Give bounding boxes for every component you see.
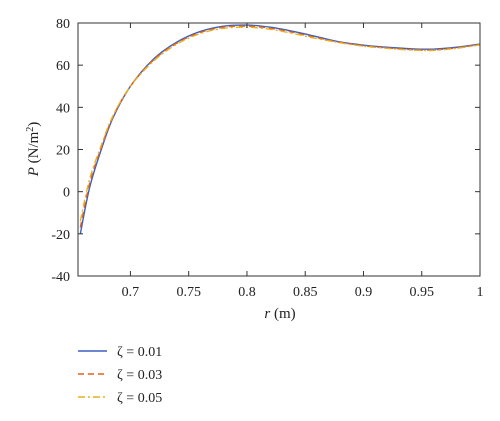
y-axis-label-unit: (N/m bbox=[26, 131, 42, 163]
x-tick-label: 0.9 bbox=[355, 285, 373, 300]
legend-label-3: ζ = 0.05 bbox=[117, 391, 162, 406]
y-tick-label: 80 bbox=[56, 17, 70, 32]
y-tick-label: 60 bbox=[56, 59, 70, 74]
y-tick-label: 20 bbox=[56, 144, 70, 159]
y-axis: -40 -20 0 20 40 60 80 bbox=[51, 17, 480, 285]
y-axis-label-variable: P bbox=[26, 167, 42, 177]
series-line-1 bbox=[79, 24, 481, 234]
x-tick-label: 1 bbox=[477, 285, 484, 300]
plot-frame bbox=[77, 22, 481, 277]
x-tick-label: 0.75 bbox=[176, 285, 201, 300]
y-axis-label-close: ) bbox=[26, 122, 42, 127]
legend-label-2: ζ = 0.03 bbox=[117, 368, 162, 383]
y-tick-label: 40 bbox=[56, 101, 70, 116]
x-axis: 0.7 0.75 0.8 0.85 0.9 0.95 1 bbox=[122, 23, 484, 300]
x-axis-label-unit: (m) bbox=[274, 306, 296, 322]
legend: ζ = 0.01 ζ = 0.03 ζ = 0.05 bbox=[78, 345, 162, 406]
x-tick-label: 0.85 bbox=[293, 285, 318, 300]
y-axis-label-exponent: 2 bbox=[25, 127, 36, 132]
y-axis-label: P (N/m2) bbox=[25, 122, 43, 178]
y-tick-label: -40 bbox=[51, 270, 70, 285]
y-tick-label: 0 bbox=[63, 186, 70, 201]
x-axis-label: r (m) bbox=[264, 306, 295, 322]
series-line-2 bbox=[79, 25, 481, 228]
x-tick-label: 0.7 bbox=[122, 285, 140, 300]
x-tick-label: 0.95 bbox=[409, 285, 434, 300]
series-line-3 bbox=[79, 26, 481, 222]
y-tick-label: -20 bbox=[51, 228, 70, 243]
x-tick-label: 0.8 bbox=[238, 285, 256, 300]
legend-label-1: ζ = 0.01 bbox=[117, 345, 162, 360]
plot-area bbox=[77, 22, 481, 277]
x-axis-label-variable: r bbox=[264, 306, 270, 322]
